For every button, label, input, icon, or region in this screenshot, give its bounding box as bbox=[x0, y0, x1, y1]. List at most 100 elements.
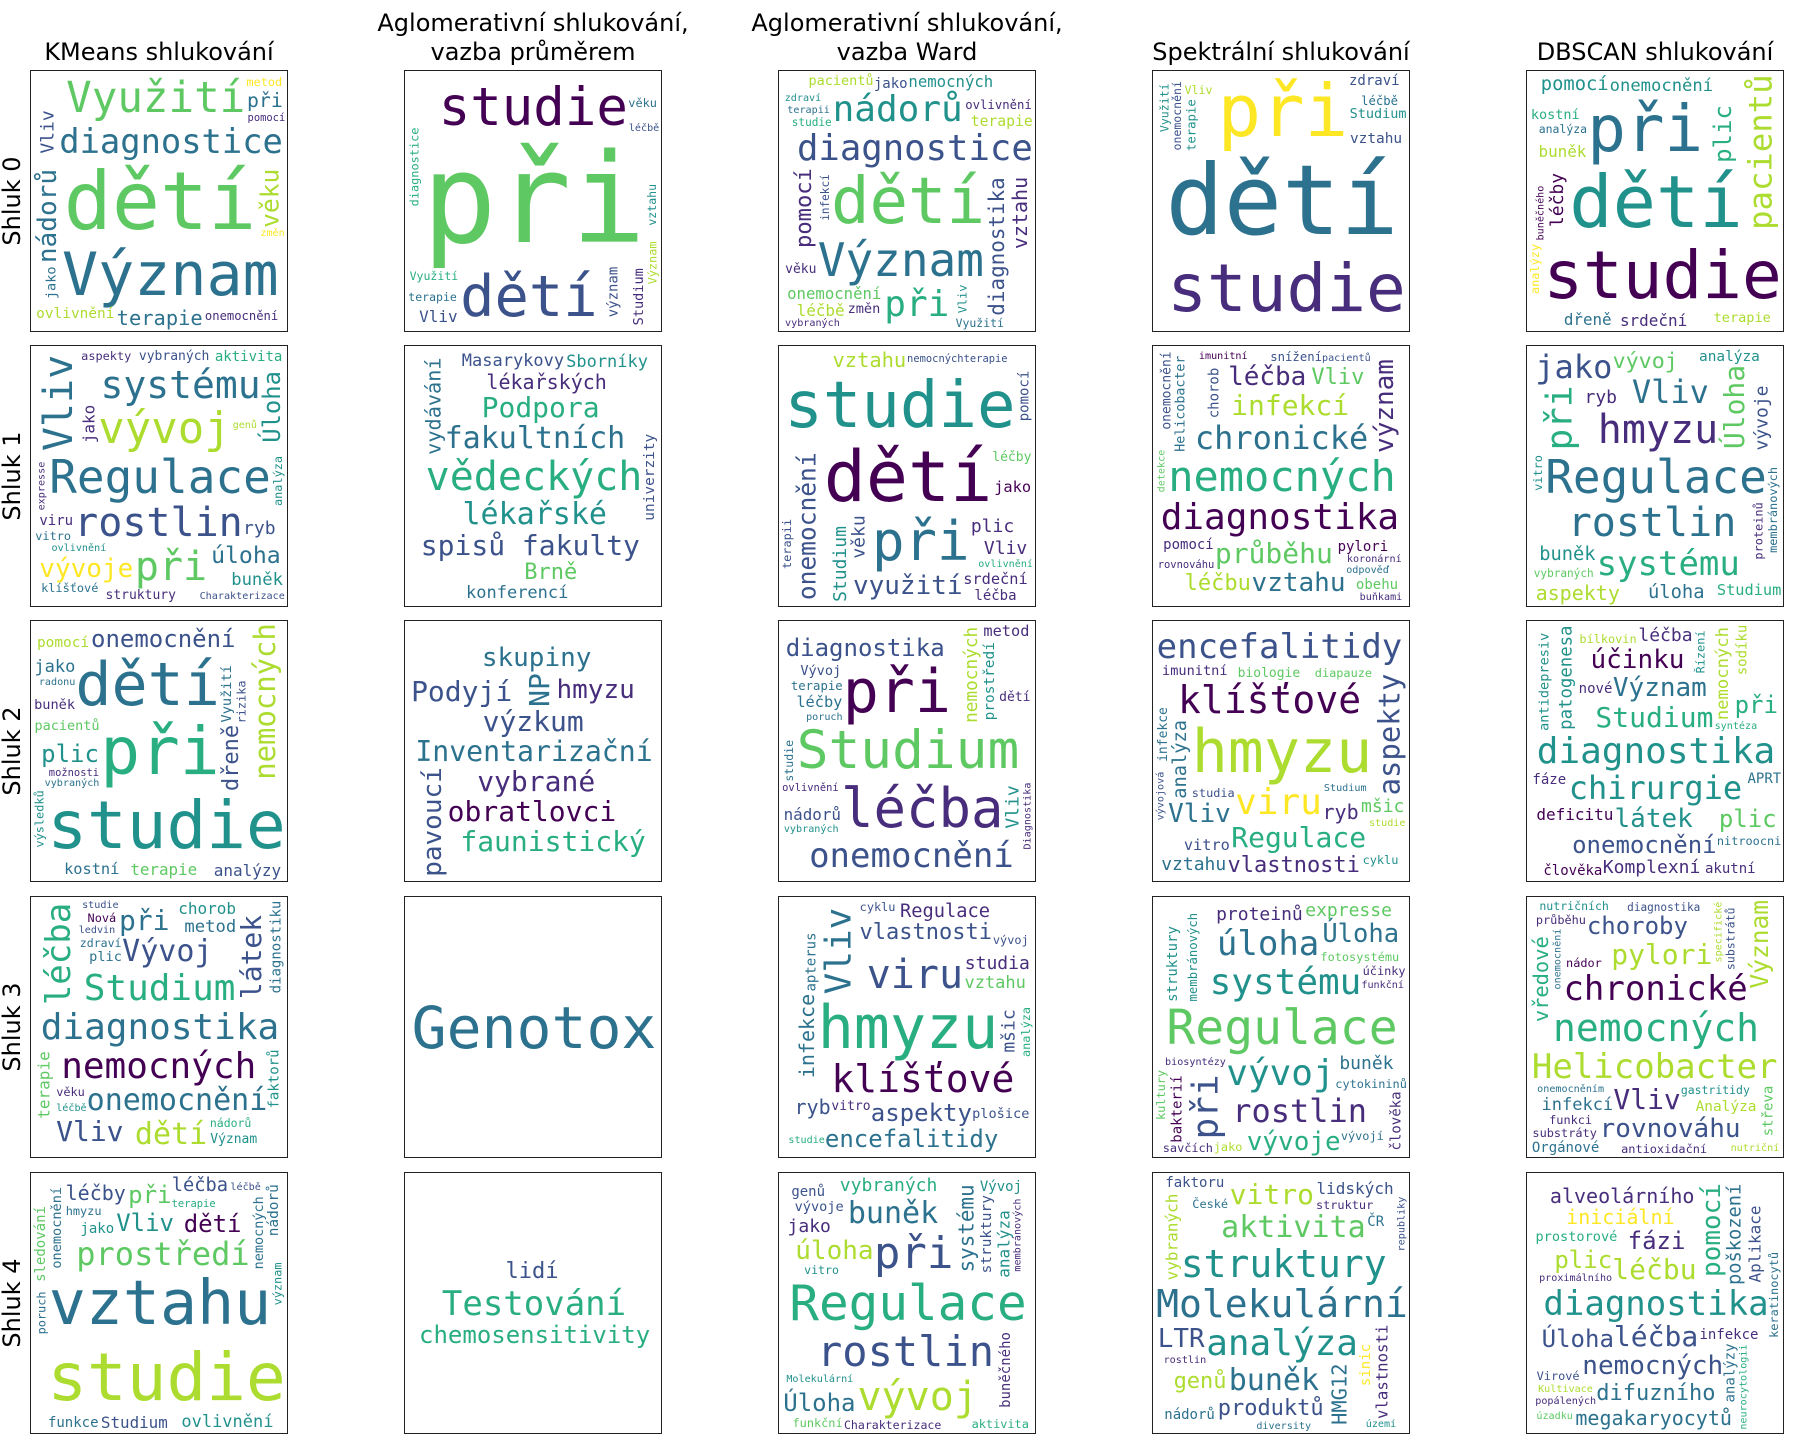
cloud-word: České bbox=[1192, 1197, 1229, 1212]
cloud-word: léčba bbox=[974, 587, 1017, 604]
cloud-word: produktů bbox=[1217, 1395, 1324, 1421]
cloud-word: dřeně bbox=[1563, 309, 1612, 329]
cloud-word: spisů fakulty bbox=[420, 529, 640, 563]
cloud-word: onemocnění bbox=[787, 283, 882, 303]
cloud-word: Helicobacter bbox=[1173, 355, 1189, 452]
cloud-word: Regulace bbox=[1166, 999, 1398, 1056]
cloud-word: substráty bbox=[1532, 1125, 1597, 1140]
cloud-word: onemocnění bbox=[1159, 351, 1175, 430]
cloud-word: Význam bbox=[1612, 673, 1707, 704]
cloud-word: ovlivnění bbox=[36, 306, 115, 323]
cloud-word: pacientů bbox=[34, 717, 100, 734]
cloud-word: savčích bbox=[1162, 1140, 1213, 1155]
cloud-word: Úloha bbox=[1541, 1324, 1614, 1353]
cloud-word: Vliv bbox=[116, 1209, 174, 1238]
cloud-word: rostlin bbox=[1232, 1092, 1368, 1131]
cloud-word: vybraných bbox=[1533, 567, 1594, 581]
cloud-word: NP bbox=[522, 672, 556, 707]
cloud-word: léčbě bbox=[1361, 94, 1399, 109]
cloud-word: nitroocni bbox=[1716, 833, 1782, 848]
cloud-word: vlastnosti bbox=[1227, 852, 1360, 878]
cloud-word: chronické bbox=[1563, 968, 1748, 1009]
cloud-word: kultury bbox=[1154, 1069, 1169, 1121]
column-title: DBSCAN shlukování bbox=[1536, 38, 1774, 66]
cloud-word: význam bbox=[270, 1262, 285, 1306]
cloud-word: při bbox=[134, 544, 208, 591]
cloud-word: systému bbox=[1209, 961, 1362, 1003]
cloud-word: Sborníky bbox=[566, 351, 648, 372]
cloud-word: vředové bbox=[1528, 936, 1553, 1023]
cloud-word: plic bbox=[89, 949, 122, 966]
cloud-word: diagnostika bbox=[1536, 730, 1776, 772]
cloud-word: Vliv bbox=[1613, 1083, 1681, 1117]
cloud-word: jako bbox=[80, 1221, 115, 1238]
cloud-word: plic bbox=[1718, 805, 1777, 834]
cloud-word: vztahu bbox=[964, 972, 1026, 993]
cloud-word: aktivita bbox=[971, 1416, 1029, 1431]
column-title: Spektrální shlukování bbox=[1152, 38, 1410, 66]
cloud-word: klíšťové bbox=[831, 1057, 1015, 1102]
cloud-word: vztahu bbox=[832, 347, 907, 372]
cloud-word: ryb bbox=[243, 518, 276, 540]
cloud-word: vývoj bbox=[992, 933, 1029, 948]
cloud-word: vývoj bbox=[1226, 1052, 1335, 1094]
cloud-word: funkci bbox=[1549, 1112, 1593, 1127]
cloud-word: Vliv bbox=[983, 537, 1028, 559]
cloud-word: studie bbox=[784, 369, 1016, 444]
cloud-word: vybraných bbox=[1161, 1193, 1181, 1281]
cloud-word: klíšťové bbox=[41, 580, 99, 595]
cloud-word: chronické bbox=[1194, 418, 1369, 457]
cloud-word: hmyzu bbox=[556, 675, 635, 706]
cloud-word: viru bbox=[39, 512, 74, 529]
cloud-word: imunitní bbox=[1162, 663, 1228, 680]
cloud-word: vztahu bbox=[645, 183, 660, 226]
cloud-word: metod bbox=[983, 622, 1030, 641]
wordcloud-panel: Studium při léčba nemocných onemocnění diagno… bbox=[778, 620, 1036, 882]
cloud-word: vývoj bbox=[857, 1373, 978, 1420]
cloud-word: konferencí bbox=[466, 583, 569, 604]
cloud-word: léčby bbox=[992, 450, 1032, 466]
cloud-word: věku bbox=[849, 514, 871, 559]
cloud-word: Vliv bbox=[1631, 372, 1709, 411]
cloud-word: srdeční bbox=[963, 570, 1028, 589]
cloud-word: úzadku bbox=[1536, 1411, 1573, 1423]
cloud-word: proteinů bbox=[1751, 502, 1766, 560]
cloud-word: mšic bbox=[998, 1009, 1020, 1054]
wordcloud-panel: Regulace při rostlin systému vývoj buněk úloha… bbox=[778, 1172, 1036, 1434]
cloud-word: poruch bbox=[34, 1291, 49, 1335]
cloud-word: viru bbox=[866, 952, 964, 999]
wordcloud-panel: Testování chemosensitivity lidí bbox=[404, 1172, 662, 1434]
cloud-word: vztahu bbox=[1008, 176, 1032, 250]
cloud-word: vztahu bbox=[1349, 131, 1403, 148]
cloud-word: ovlivnění bbox=[782, 781, 839, 794]
cloud-word: při bbox=[1587, 92, 1703, 167]
cloud-word: Charakterizace bbox=[199, 590, 285, 602]
cloud-word: cyklu bbox=[1362, 852, 1399, 867]
cloud-word: vývoje bbox=[1751, 385, 1773, 451]
cloud-word: Využití bbox=[1157, 83, 1172, 133]
cloud-word: onemocnění bbox=[49, 1186, 66, 1269]
cloud-word: struktury bbox=[1165, 926, 1182, 1003]
cloud-word: patogenesa bbox=[1556, 625, 1577, 731]
cloud-word: systému bbox=[1596, 544, 1740, 585]
cloud-word: při bbox=[1539, 385, 1581, 451]
cloud-word: Využití bbox=[955, 315, 1004, 330]
cloud-word: nemocných bbox=[250, 1196, 267, 1270]
cloud-word: změn bbox=[260, 227, 285, 239]
cloud-word: kostní bbox=[64, 860, 120, 879]
cloud-word: analýza bbox=[1699, 349, 1760, 366]
wordcloud-panel: hmyzu klíšťové viru aspekty encefalitidy Regu… bbox=[1152, 620, 1410, 882]
cloud-word: terapie bbox=[116, 305, 203, 330]
cloud-word: plic bbox=[1554, 1246, 1613, 1275]
cloud-word: studie bbox=[1368, 818, 1406, 830]
cloud-word: obratlovci bbox=[447, 794, 617, 828]
cloud-word: ovlivnění bbox=[978, 558, 1033, 570]
wordcloud-panel: Regulace systému vývoj při úloha rostlin Úloha… bbox=[1152, 896, 1410, 1158]
cloud-word: vývoje bbox=[1246, 1126, 1341, 1157]
cloud-word: studie bbox=[1167, 249, 1406, 327]
cloud-word: dětí bbox=[823, 435, 993, 518]
cloud-word: specifické bbox=[1712, 901, 1724, 963]
cloud-word: expresse bbox=[35, 461, 47, 511]
cloud-word: choroby bbox=[1586, 912, 1688, 941]
cloud-word: studie bbox=[1543, 237, 1782, 315]
